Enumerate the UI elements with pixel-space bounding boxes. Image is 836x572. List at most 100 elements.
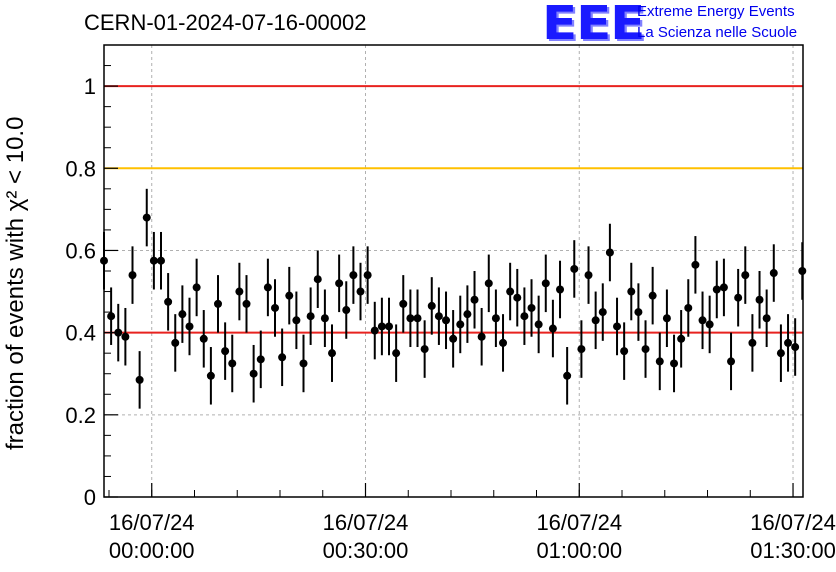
data-point (299, 359, 308, 368)
x-tick-label: 01:30:00 (750, 538, 836, 563)
data-point (570, 264, 579, 273)
data-point (456, 320, 465, 329)
data-point (313, 275, 322, 284)
data-point (776, 349, 785, 358)
data-point (142, 213, 151, 222)
data-point (684, 303, 693, 312)
data-point (249, 369, 258, 378)
data-point (613, 322, 622, 331)
data-point (271, 303, 280, 312)
eee-logo: EEE (542, 0, 645, 50)
data-point (641, 345, 650, 354)
data-point (107, 312, 116, 321)
data-point (677, 334, 686, 343)
data-point (157, 256, 166, 265)
data-point (306, 312, 315, 321)
data-point (349, 271, 358, 280)
data-point (370, 326, 379, 335)
data-point (420, 345, 429, 354)
data-point (342, 306, 351, 315)
data-point (520, 312, 529, 321)
data-point (114, 328, 123, 337)
data-point (363, 271, 372, 280)
data-point (506, 287, 515, 296)
data-point (784, 338, 793, 347)
data-point (719, 283, 728, 292)
data-point (392, 349, 401, 358)
data-point (413, 314, 422, 323)
data-point (121, 332, 130, 341)
data-point (548, 324, 557, 333)
x-tick-label: 16/07/24 (750, 510, 836, 535)
data-point (221, 347, 230, 356)
x-tick-label: 01:00:00 (536, 538, 622, 563)
x-tick-label: 00:30:00 (323, 538, 409, 563)
data-point (434, 312, 443, 321)
data-point (185, 322, 194, 331)
data-point (791, 343, 800, 352)
data-point (755, 295, 764, 304)
data-point (192, 283, 201, 292)
x-tick-label: 00:00:00 (109, 538, 195, 563)
x-tick-label: 16/07/24 (109, 510, 195, 535)
data-point (727, 357, 736, 366)
data-point (769, 269, 778, 278)
y-tick-label: 1 (84, 74, 96, 99)
data-point (278, 353, 287, 362)
data-point (263, 283, 272, 292)
data-point (206, 371, 215, 380)
y-tick-label: 0.6 (65, 238, 96, 263)
data-point (406, 314, 415, 323)
data-point (128, 271, 137, 280)
data-point (741, 271, 750, 280)
data-point (634, 308, 643, 317)
data-point (228, 359, 237, 368)
data-point (449, 334, 458, 343)
data-point (484, 279, 493, 288)
y-tick-label: 0 (84, 485, 96, 510)
y-tick-label: 0.4 (65, 321, 96, 346)
chart-title: CERN-01-2024-07-16-00002 (84, 10, 367, 35)
data-point (328, 349, 337, 358)
data-point (178, 310, 187, 319)
data-point (377, 322, 386, 331)
data-point (100, 256, 108, 265)
data-point (442, 316, 451, 325)
data-point (356, 287, 365, 296)
x-tick-label: 16/07/24 (323, 510, 409, 535)
data-point (399, 299, 408, 308)
data-point (199, 334, 208, 343)
data-point (149, 256, 158, 265)
data-point (691, 260, 700, 269)
data-point (556, 285, 565, 294)
data-point (491, 314, 500, 323)
data-point (712, 285, 721, 294)
data-point (584, 271, 593, 280)
data-point (164, 297, 173, 306)
data-point (214, 299, 223, 308)
data-point (734, 293, 743, 302)
data-point (620, 347, 629, 356)
data-point (463, 310, 472, 319)
data-point (627, 287, 636, 296)
data-point (670, 359, 679, 368)
data-point (648, 291, 657, 300)
plot-frame (103, 44, 804, 498)
data-point (798, 267, 807, 275)
data-point (605, 248, 614, 257)
data-point (235, 287, 244, 296)
data-point (385, 322, 394, 331)
data-point (292, 316, 301, 325)
data-point (563, 371, 572, 380)
data-point (477, 332, 486, 341)
data-point (662, 314, 671, 323)
data-point (513, 293, 522, 302)
logo-line-1: Extreme Energy Events (637, 3, 795, 20)
data-point (320, 314, 329, 323)
y-tick-label: 0.2 (65, 403, 96, 428)
data-point (748, 338, 757, 347)
data-point (577, 345, 586, 354)
data-point (171, 338, 180, 347)
x-tick-label: 16/07/24 (536, 510, 622, 535)
